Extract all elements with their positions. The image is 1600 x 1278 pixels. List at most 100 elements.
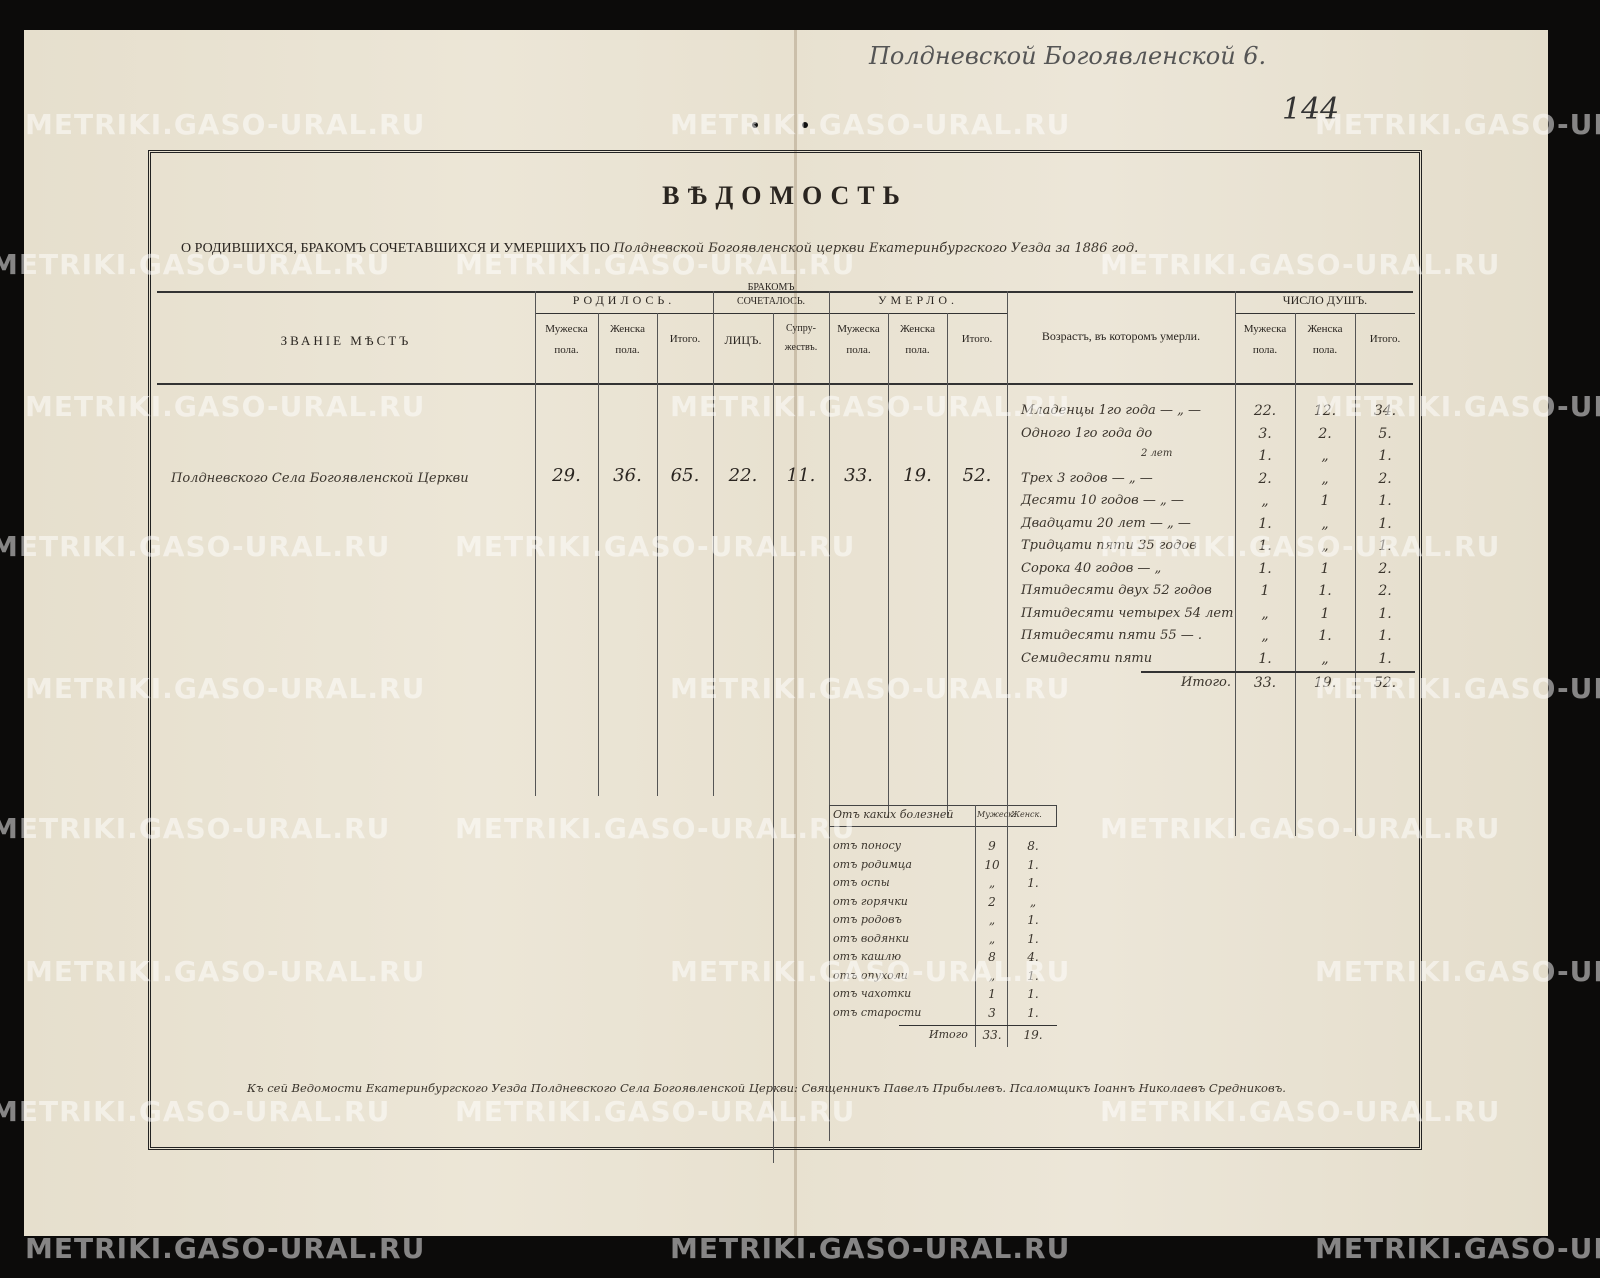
watermark: METRIKI.GASO-URAL.RU [1100, 812, 1501, 845]
watermark: METRIKI.GASO-URAL.RU [670, 108, 1071, 141]
column-rule [1007, 291, 1008, 818]
age-female: 1 [1320, 560, 1330, 577]
age-male: 1. [1258, 515, 1272, 532]
column-rule [1007, 805, 1008, 1047]
watermark: METRIKI.GASO-URAL.RU [25, 108, 426, 141]
age-total: 1. [1378, 628, 1392, 644]
disease-female: 1. [1027, 913, 1039, 927]
watermark: METRIKI.GASO-URAL.RU [1315, 955, 1600, 988]
watermark: METRIKI.GASO-URAL.RU [670, 672, 1071, 705]
subtitle: О РОДИВШИХСЯ, БРАКОМЪ СОЧЕТАВШИХСЯ И УМЕ… [181, 241, 1138, 257]
ages-total-rule [1141, 671, 1415, 673]
signature-line: Къ сей Ведомости Екатеринбургского Уезда… [247, 1081, 1286, 1095]
age-total: 1. [1378, 538, 1392, 554]
disease-label: отъ поносу [833, 839, 901, 852]
column-rule [975, 805, 976, 1047]
disease-male: 8 [988, 950, 996, 964]
watermark: METRIKI.GASO-URAL.RU [25, 672, 426, 705]
fold-line [794, 30, 797, 1236]
watermark: METRIKI.GASO-URAL.RU [1100, 1095, 1501, 1128]
age-female: 1. [1318, 583, 1332, 599]
disease-female: „ [1029, 894, 1037, 909]
disease-male: „ [988, 876, 996, 890]
header-born-total: Итого. [669, 333, 701, 345]
archive-header-note: Полдневской Богоявленской 6. [869, 42, 1267, 70]
disease-header-female: Женск. [1011, 810, 1042, 819]
age-total: 34. [1373, 403, 1397, 419]
column-rule [535, 291, 536, 796]
document-sheet: Полдневской Богоявленской 6. 144 ВѢДОМОС… [24, 30, 1548, 1236]
disease-female: 8. [1027, 839, 1039, 853]
disease-female: 1. [1027, 987, 1039, 1001]
disease-male: 3 [988, 1005, 996, 1020]
header-born-male: Мужеска пола. [545, 323, 588, 356]
age-male: „ [1261, 605, 1269, 622]
disease-label: отъ чахотки [833, 987, 912, 1000]
watermark: METRIKI.GASO-URAL.RU [670, 390, 1071, 423]
disease-female: 1. [1027, 876, 1039, 890]
age-total: 1. [1378, 493, 1392, 509]
age-label: Семидесяти пяти [1021, 650, 1153, 666]
subtitle-printed: О РОДИВШИХСЯ, БРАКОМЪ СОЧЕТАВШИХСЯ И УМЕ… [181, 241, 610, 256]
age-female: „ [1321, 448, 1329, 464]
punch-hole [802, 122, 808, 128]
age-male: „ [1261, 493, 1269, 509]
watermark: METRIKI.GASO-URAL.RU [1315, 108, 1600, 141]
folio-number: 144 [1282, 92, 1340, 127]
header-died: УМЕРЛО. [877, 293, 959, 307]
column-rule [1355, 313, 1356, 836]
age-female: „ [1321, 515, 1329, 532]
age-label: Сорока 40 годов — „ [1021, 560, 1162, 576]
watermark: METRIKI.GASO-URAL.RU [1315, 390, 1600, 423]
header-souls-female: Женска пола. [1307, 323, 1343, 356]
watermark: METRIKI.GASO-URAL.RU [1100, 530, 1501, 563]
subheader-rule [1235, 313, 1415, 314]
header-souls-male: Мужеска пола. [1243, 323, 1287, 356]
column-rule [947, 313, 948, 818]
column-rule [773, 313, 774, 1163]
disease-female: 1. [1027, 931, 1039, 946]
subheader-rule [535, 313, 829, 314]
disease-male: „ [988, 931, 996, 946]
watermark: METRIKI.GASO-URAL.RU [25, 1232, 426, 1265]
watermark: METRIKI.GASO-URAL.RU [0, 1095, 391, 1128]
disease-header-male: Мужеск. [977, 810, 1016, 819]
age-female: 1 [1320, 605, 1330, 622]
age-label: Тридцати пяти 35 годов [1021, 538, 1197, 553]
age-label: Двадцати 20 лет — „ — [1021, 515, 1191, 531]
header-bottom-rule [157, 383, 1413, 385]
subheader-rule [829, 313, 1007, 314]
disease-male: 2 [988, 894, 996, 909]
disease-label: отъ родовъ [833, 913, 902, 926]
watermark: METRIKI.GASO-URAL.RU [1315, 672, 1600, 705]
ages-total-female: 19. [1313, 675, 1337, 691]
age-female: „ [1321, 538, 1329, 554]
age-female: „ [1321, 470, 1329, 487]
header-age: Возрастъ, въ которомъ умерли. [1041, 329, 1201, 343]
disease-label: отъ опухоли [833, 968, 908, 982]
disease-male: 9 [988, 839, 996, 853]
age-male: 3. [1258, 425, 1272, 442]
document-title: ВѢДОМОСТЬ [662, 181, 908, 210]
disease-label: отъ оспы [833, 876, 890, 889]
watermark: METRIKI.GASO-URAL.RU [455, 812, 856, 845]
watermark: METRIKI.GASO-URAL.RU [0, 812, 391, 845]
disease-female: 1. [1027, 1005, 1039, 1020]
watermark: METRIKI.GASO-URAL.RU [25, 955, 426, 988]
age-total: 2. [1378, 470, 1392, 487]
watermark: METRIKI.GASO-URAL.RU [0, 530, 391, 563]
age-male: 1. [1258, 538, 1272, 554]
watermark: METRIKI.GASO-URAL.RU [1315, 1232, 1600, 1265]
column-rule [829, 291, 830, 1141]
disease-label: отъ старости [833, 1005, 922, 1019]
column-rule [888, 313, 889, 818]
age-label: Одного 1го года до [1021, 425, 1153, 441]
disease-total-male: 33. [982, 1028, 1002, 1042]
disease-male: „ [988, 913, 996, 927]
died-total-value: 52. [962, 465, 992, 486]
age-label: Пятидесяти двух 52 годов [1021, 583, 1212, 598]
disease-total-label: Итого [929, 1028, 968, 1041]
header-died-male: Мужеска пола. [837, 323, 880, 356]
ages-total-label: Итого. [1181, 675, 1232, 690]
married-persons-value: 22. [728, 465, 758, 486]
